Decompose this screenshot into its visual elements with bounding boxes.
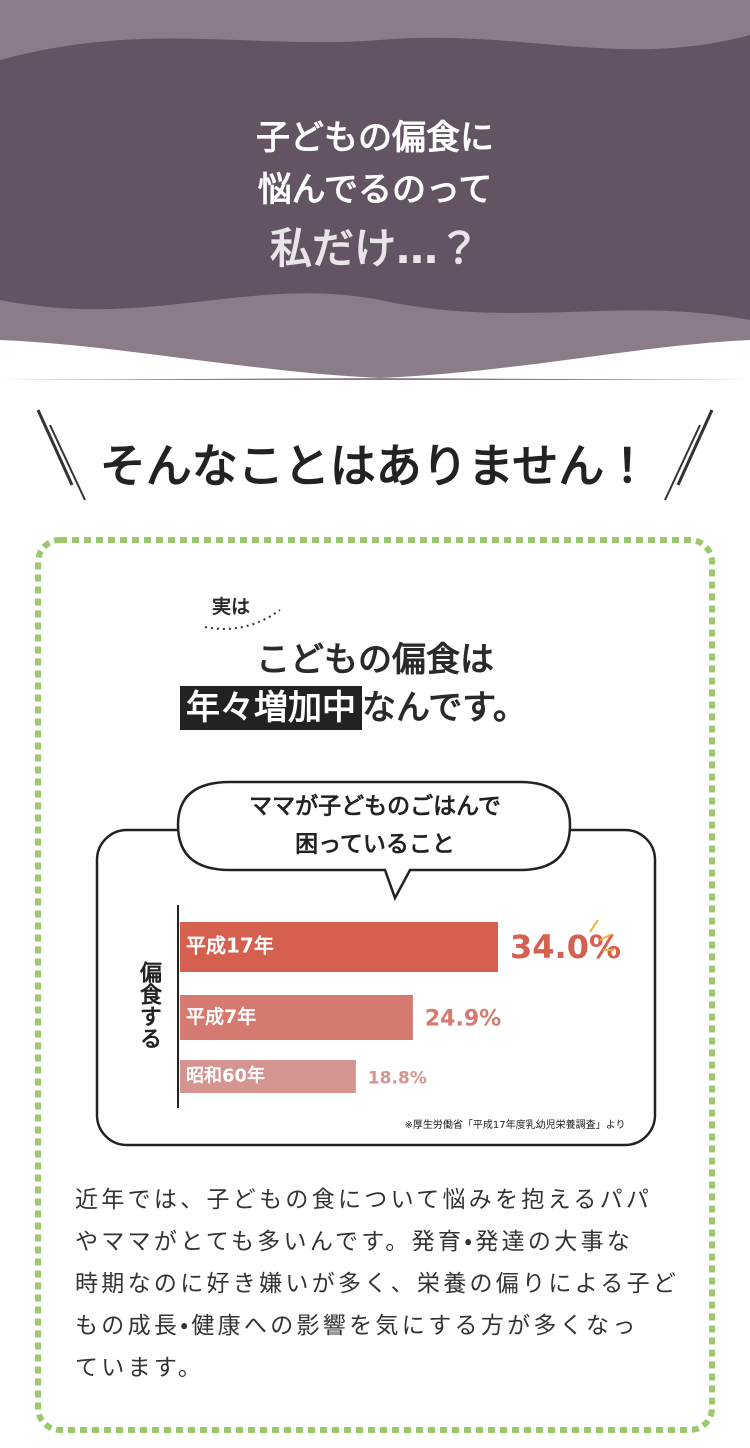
hero-wave [0, 35, 750, 320]
content-frame [35, 537, 715, 1433]
dashed-border [35, 537, 715, 1433]
chart-title: 困っていること [295, 832, 455, 858]
lead-deco [204, 609, 281, 630]
category-label: 昭和60年 [186, 1065, 265, 1087]
sparkle [599, 933, 613, 941]
value-label: 24.9% [425, 1007, 501, 1032]
body-line: やママがとても多いんです。発育・発達の大事な [75, 1229, 634, 1255]
bar [180, 922, 498, 972]
body-line: もの成長・健康への影響を気にする方が多くなっ [75, 1313, 639, 1339]
body-line: 時期なのに好き嫌いが多く、栄養の偏りによる子ど [75, 1271, 680, 1297]
deco-line [49, 424, 86, 501]
category-label: 平成17年 [186, 934, 274, 958]
chart-frame [95, 828, 657, 1147]
banner: そんなことはありません！ [99, 439, 651, 493]
deco-line [36, 409, 74, 486]
hero-line: 私だけ…？ [269, 224, 480, 273]
title-bubble [176, 780, 572, 902]
headline-line2: 年々増加中 なんです。 [180, 680, 527, 730]
headline-rest: なんです。 [362, 688, 527, 728]
bar [180, 1060, 356, 1093]
sparkle [589, 919, 599, 933]
source: ※厚生労働省「平成17年度乳幼児栄養調査」より [405, 1118, 626, 1131]
headline-line: こどもの偏食は [256, 640, 494, 680]
category-label: 平成7年 [186, 1005, 256, 1028]
hero-line: 悩んでるのって [257, 170, 493, 210]
value-label: 18.8% [368, 1069, 427, 1089]
banner-deco [36, 409, 714, 501]
chart: ママが子どものごはんで 困っていること ※厚生労働省「平成17年度乳幼児栄養調査… [95, 780, 657, 1147]
hero-background [0, 0, 750, 380]
chart-title: ママが子どものごはんで [249, 793, 501, 820]
body-line: ています。 [75, 1355, 205, 1381]
y-axis-label: 偏食する [136, 961, 163, 1049]
dotted-curve [204, 609, 281, 630]
headline-highlight: 年々増加中 [180, 686, 362, 730]
lead: 実は [212, 596, 251, 618]
value-label: 34.0% [510, 928, 621, 966]
hero-bottom [0, 340, 750, 380]
hero-line: 子どもの偏食に [256, 118, 494, 158]
bar [180, 995, 413, 1040]
deco-line [664, 424, 701, 501]
body-line: 近年では、子どもの食について悩みを抱えるパパ [75, 1187, 653, 1213]
deco-line [676, 409, 714, 486]
